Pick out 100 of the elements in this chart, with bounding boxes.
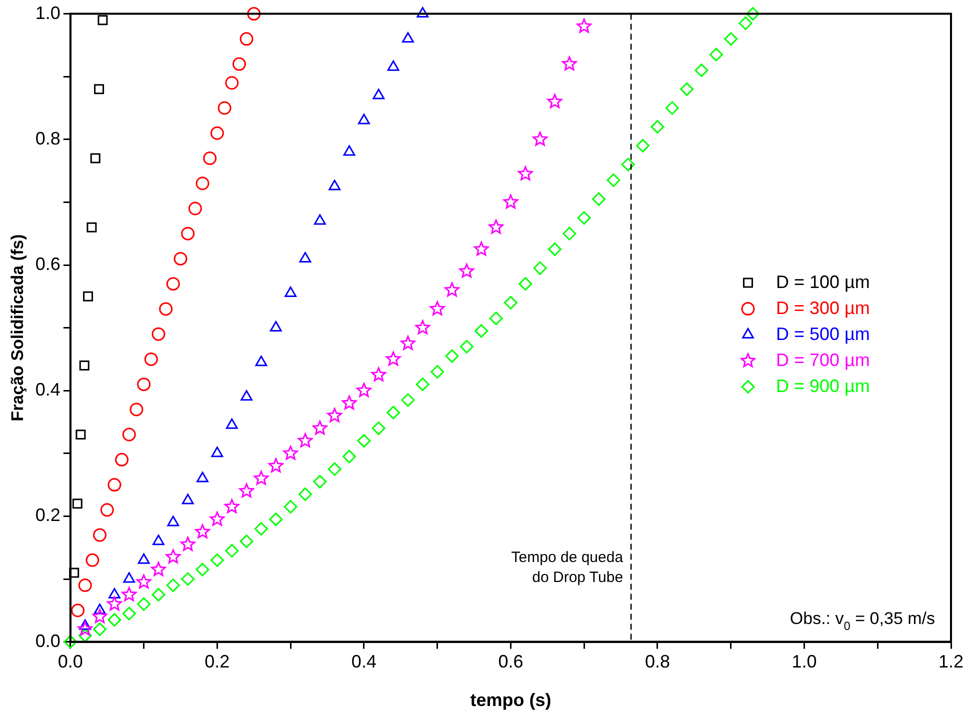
point bbox=[166, 578, 180, 592]
point bbox=[159, 302, 173, 316]
point bbox=[314, 214, 326, 225]
point bbox=[268, 458, 284, 472]
point bbox=[387, 60, 400, 71]
point bbox=[174, 252, 188, 266]
point bbox=[371, 367, 386, 382]
point bbox=[532, 132, 548, 146]
point bbox=[224, 499, 240, 514]
point bbox=[533, 261, 547, 275]
y-tick-label: 0.6 bbox=[35, 254, 60, 274]
point bbox=[709, 48, 723, 62]
point bbox=[255, 356, 268, 366]
point bbox=[650, 120, 664, 134]
point bbox=[547, 94, 562, 108]
point bbox=[342, 395, 357, 410]
point bbox=[358, 114, 370, 124]
point bbox=[107, 596, 122, 611]
point bbox=[64, 635, 78, 649]
point bbox=[225, 544, 239, 558]
point bbox=[254, 470, 269, 485]
legend-label: D = 500 µm bbox=[776, 324, 870, 344]
point bbox=[401, 393, 415, 407]
point bbox=[343, 145, 356, 156]
point bbox=[188, 202, 202, 216]
point bbox=[225, 76, 239, 90]
point bbox=[372, 88, 385, 100]
y-tick-label: 0.8 bbox=[35, 128, 60, 148]
point bbox=[78, 628, 92, 642]
point bbox=[504, 296, 518, 310]
point bbox=[636, 138, 650, 152]
point bbox=[430, 301, 445, 316]
point bbox=[94, 84, 104, 94]
point bbox=[738, 16, 752, 30]
point bbox=[232, 57, 246, 71]
point bbox=[284, 500, 298, 514]
point bbox=[283, 446, 298, 460]
point bbox=[298, 487, 312, 501]
legend-label: D = 900 µm bbox=[776, 376, 870, 396]
point bbox=[72, 498, 82, 509]
point bbox=[606, 173, 620, 187]
point bbox=[444, 282, 460, 297]
point bbox=[69, 568, 80, 578]
point bbox=[211, 446, 224, 458]
point bbox=[196, 176, 210, 190]
point bbox=[680, 82, 694, 96]
point bbox=[166, 549, 181, 564]
point bbox=[284, 286, 297, 298]
point bbox=[247, 7, 261, 21]
point bbox=[92, 608, 108, 624]
point bbox=[694, 64, 708, 78]
point bbox=[108, 478, 122, 492]
point bbox=[79, 360, 90, 370]
point bbox=[137, 378, 151, 392]
y-tick-label: 1.0 bbox=[35, 2, 60, 23]
point bbox=[474, 242, 489, 256]
point bbox=[195, 524, 210, 538]
point bbox=[196, 562, 210, 576]
point bbox=[122, 428, 136, 442]
point bbox=[90, 153, 100, 164]
point bbox=[328, 180, 341, 190]
point bbox=[94, 604, 106, 614]
point bbox=[416, 378, 430, 392]
point bbox=[518, 277, 532, 291]
point bbox=[518, 166, 533, 180]
y-tick-label: 0.4 bbox=[35, 380, 60, 400]
point bbox=[386, 351, 401, 366]
point bbox=[100, 503, 114, 517]
point bbox=[488, 220, 504, 234]
point bbox=[328, 462, 342, 476]
point bbox=[152, 534, 164, 546]
point bbox=[181, 572, 195, 586]
point bbox=[357, 434, 371, 448]
legend-label: D = 100 µm bbox=[776, 272, 870, 292]
point bbox=[108, 588, 120, 598]
point bbox=[503, 194, 518, 209]
legend-label: D = 300 µm bbox=[776, 298, 870, 318]
point bbox=[144, 352, 158, 366]
point bbox=[182, 494, 194, 504]
point bbox=[122, 586, 137, 602]
point bbox=[665, 101, 679, 115]
x-tick-label: 1.2 bbox=[938, 652, 964, 672]
legend-label: D = 700 µm bbox=[776, 350, 870, 370]
point bbox=[196, 472, 208, 482]
point bbox=[746, 7, 760, 21]
point bbox=[115, 452, 129, 466]
point bbox=[152, 588, 166, 602]
point bbox=[138, 553, 150, 564]
point bbox=[576, 18, 592, 33]
point bbox=[151, 562, 166, 576]
point bbox=[313, 474, 327, 488]
point bbox=[474, 324, 488, 338]
point bbox=[76, 430, 86, 440]
point bbox=[130, 402, 144, 416]
point bbox=[180, 536, 196, 551]
point bbox=[562, 56, 577, 70]
x-tick-label: 0.4 bbox=[351, 652, 376, 672]
point bbox=[489, 312, 503, 326]
point bbox=[210, 553, 224, 567]
point bbox=[78, 621, 93, 636]
